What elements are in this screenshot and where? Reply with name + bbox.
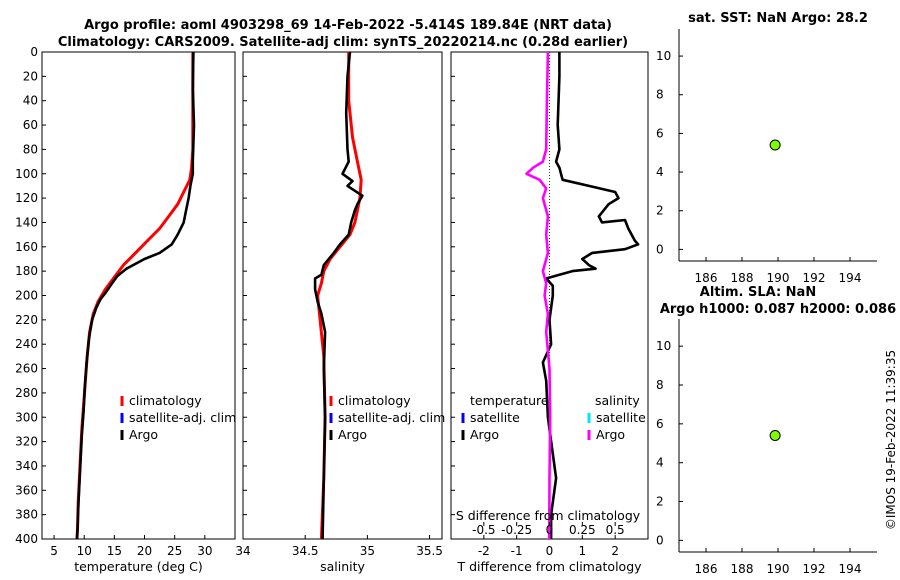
depth-tick-label: 60 bbox=[23, 118, 38, 132]
sla-panel-ytick-label: 10 bbox=[656, 339, 671, 353]
sst-panel-xtick-label: 190 bbox=[767, 271, 790, 285]
depth-tick-label: 340 bbox=[15, 459, 38, 473]
sla-panel-xtick-label: 190 bbox=[767, 562, 790, 576]
legend-t-argo-label: Argo bbox=[470, 427, 499, 442]
plot-layer: 5 10 15 20 25 3002040608010012014016018020022… bbox=[15, 29, 877, 576]
depth-tick-label: 140 bbox=[15, 215, 38, 229]
temperature-profile-xtick-label: 20 bbox=[137, 544, 152, 558]
sst-panel-ytick-label: 0 bbox=[656, 242, 664, 256]
depth-tick-label: 360 bbox=[15, 483, 38, 497]
difference-profile-xtick-label: -1 bbox=[511, 544, 523, 558]
sst-panel-ytick-label: 6 bbox=[656, 126, 664, 140]
depth-tick-label: 300 bbox=[15, 410, 38, 424]
sla-panel-ytick-label: 0 bbox=[656, 533, 664, 547]
sla-panel-ytick-label: 2 bbox=[656, 495, 664, 509]
depth-tick-label: 260 bbox=[15, 362, 38, 376]
sst-panel-point bbox=[769, 139, 781, 151]
depth-tick-label: 280 bbox=[15, 386, 38, 400]
sst-panel-xtick-label: 188 bbox=[731, 271, 754, 285]
depth-tick-label: 20 bbox=[23, 69, 38, 83]
sla-panel-title: Altim. SLA: NaN bbox=[700, 285, 816, 300]
depth-tick-label: 0 bbox=[30, 45, 38, 59]
salinity-profile-xlabel: salinity bbox=[320, 559, 365, 574]
depth-tick-label: 160 bbox=[15, 240, 38, 254]
temperature-profile-xtick-label: 10 bbox=[77, 544, 92, 558]
sla-panel-ytick-label: 4 bbox=[656, 456, 664, 470]
legend-climatology-label: climatology bbox=[338, 393, 411, 408]
salinity-profile-frame bbox=[242, 51, 443, 540]
salinity-difference-tick-label: 0.25 bbox=[569, 523, 596, 537]
salinity-profile-series-argo bbox=[313, 51, 364, 540]
sla-panel-xtick-label: 192 bbox=[803, 562, 826, 576]
sla-panel-subtitle: Argo h1000: 0.087 h2000: 0.086 bbox=[660, 302, 896, 317]
temperature-profile-xtick-label: 30 bbox=[197, 544, 212, 558]
depth-tick-label: 200 bbox=[15, 289, 38, 303]
sst-panel-title: sat. SST: NaN Argo: 28.2 bbox=[688, 11, 868, 26]
depth-tick-label: 180 bbox=[15, 264, 38, 278]
temperature-profile-xtick-label: 25 bbox=[167, 544, 182, 558]
sla-panel-ytick-label: 6 bbox=[656, 417, 664, 431]
legend-s-argo-label: Argo bbox=[596, 427, 625, 442]
temperature-profile-xtick-label: 15 bbox=[107, 544, 122, 558]
difference-profile-xtick-label: 1 bbox=[579, 544, 587, 558]
salinity-profile-xtick-label: 34.5 bbox=[292, 544, 319, 558]
difference-profile-xtick-label: -2 bbox=[478, 544, 490, 558]
temperature-profile-frame bbox=[41, 51, 236, 540]
salinity-difference-tick-label: -0.25 bbox=[501, 523, 532, 537]
legend-s-satellite-label: satellite bbox=[596, 410, 646, 425]
depth-tick-label: 100 bbox=[15, 167, 38, 181]
sst-panel-xtick-label: 194 bbox=[839, 271, 862, 285]
sla-panel-point bbox=[769, 430, 781, 441]
sla-panel-xtick-label: 194 bbox=[839, 562, 862, 576]
sst-panel-ytick-label: 8 bbox=[656, 88, 664, 102]
sst-panel-ytick-label: 10 bbox=[656, 49, 671, 63]
difference-profile-series-s-argo bbox=[525, 51, 552, 540]
title-line-1: Argo profile: aoml 4903298_69 14-Feb-202… bbox=[84, 18, 612, 33]
salinity-difference-xlabel: S difference from climatology bbox=[456, 508, 641, 523]
temperature-profile-series-argo bbox=[75, 51, 196, 540]
sla-panel-xtick-label: 186 bbox=[695, 562, 718, 576]
depth-tick-label: 220 bbox=[15, 313, 38, 327]
salinity-profile-xtick-label: 34 bbox=[235, 544, 250, 558]
legend-header-temperature: temperature bbox=[470, 393, 549, 408]
legend-satellite-clim-label: satellite-adj. clim bbox=[129, 410, 236, 425]
sla-panel-ytick-label: 8 bbox=[656, 378, 664, 392]
difference-profile-xlabel: T difference from climatology bbox=[456, 559, 642, 574]
temperature-profile-xlabel: temperature (deg C) bbox=[74, 559, 203, 574]
salinity-difference-tick-label: -0.5 bbox=[472, 523, 495, 537]
sla-panel-xtick-label: 188 bbox=[731, 562, 754, 576]
difference-profile-xtick-label: 2 bbox=[611, 544, 619, 558]
salinity-profile-xtick-label: 35 bbox=[360, 544, 375, 558]
salinity-profile-xtick-label: 35.5 bbox=[416, 544, 443, 558]
difference-profile-series-t-argo bbox=[541, 52, 640, 539]
legend-argo-label: Argo bbox=[129, 427, 158, 442]
depth-tick-label: 120 bbox=[15, 191, 38, 205]
salinity-difference-tick-label: 0 bbox=[546, 523, 554, 537]
legend-header-salinity: salinity bbox=[595, 393, 640, 408]
sst-panel-xtick-label: 186 bbox=[695, 271, 718, 285]
depth-tick-label: 400 bbox=[15, 532, 38, 546]
legend-climatology-label: climatology bbox=[129, 393, 202, 408]
sst-panel-xtick-label: 192 bbox=[803, 271, 826, 285]
difference-profile-xtick-label: 0 bbox=[546, 544, 554, 558]
depth-tick-label: 380 bbox=[15, 508, 38, 522]
depth-tick-label: 80 bbox=[23, 142, 38, 156]
legend-satellite-clim-label: satellite-adj. clim bbox=[338, 410, 445, 425]
salinity-difference-tick-label: 0.5 bbox=[606, 523, 625, 537]
temperature-profile-xtick-label: 5 bbox=[50, 544, 58, 558]
sst-panel-ytick-label: 4 bbox=[656, 165, 664, 179]
depth-tick-label: 40 bbox=[23, 94, 38, 108]
title-line-2: Climatology: CARS2009. Satellite-adj cli… bbox=[58, 35, 628, 50]
legend-t-satellite-label: satellite bbox=[470, 410, 520, 425]
imos-timestamp: ©IMOS 19-Feb-2022 11:39:35 bbox=[884, 350, 898, 530]
depth-tick-label: 240 bbox=[15, 337, 38, 351]
legend-argo-label: Argo bbox=[338, 427, 367, 442]
depth-tick-label: 320 bbox=[15, 435, 38, 449]
sst-panel-ytick-label: 2 bbox=[656, 204, 664, 218]
